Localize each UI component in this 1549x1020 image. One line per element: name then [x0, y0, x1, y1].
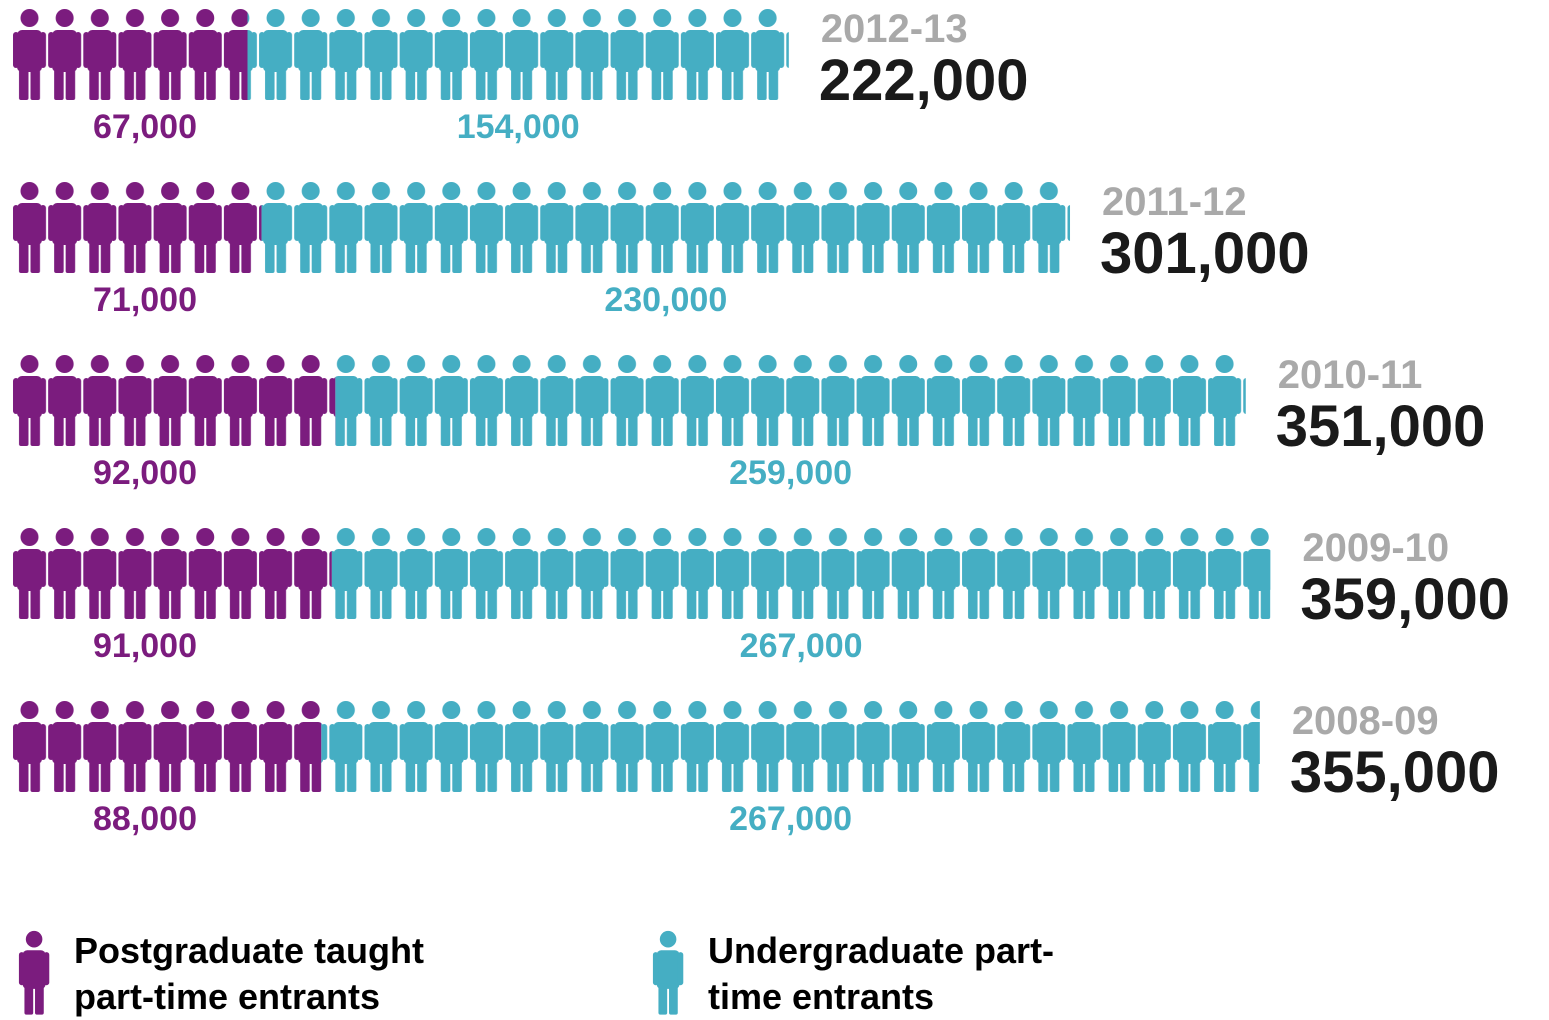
total-label: 359,000	[1300, 567, 1510, 632]
segment	[12, 8, 248, 100]
total-label: 355,000	[1290, 740, 1500, 805]
segment	[12, 354, 336, 446]
segment	[261, 181, 1071, 273]
category-label: 2009-10	[1302, 526, 1449, 570]
segment	[12, 527, 332, 619]
value-label: 230,000	[604, 281, 727, 319]
value-label: 267,000	[740, 627, 863, 665]
total-label: 351,000	[1276, 394, 1486, 459]
total-label: 301,000	[1100, 221, 1310, 286]
category-label: 2011-12	[1102, 180, 1247, 224]
legend-icon	[18, 930, 50, 1015]
total-label: 222,000	[819, 48, 1029, 113]
category-label: 2012-13	[821, 7, 968, 51]
legend-label: Postgraduate taught part-time entrants	[74, 930, 425, 1017]
segment	[331, 527, 1271, 619]
value-label: 71,000	[93, 281, 197, 319]
legend-label: Undergraduate part-time entrants	[708, 930, 1055, 1017]
value-label: 259,000	[729, 454, 852, 492]
value-label: 154,000	[457, 108, 580, 146]
value-label: 267,000	[729, 800, 852, 838]
category-label: 2010-11	[1278, 353, 1423, 397]
value-label: 92,000	[93, 454, 197, 492]
segment	[321, 700, 1260, 792]
value-label: 67,000	[93, 108, 197, 146]
segment	[335, 354, 1246, 446]
category-label: 2008-09	[1292, 699, 1439, 743]
segment	[12, 181, 262, 273]
value-label: 91,000	[93, 627, 197, 665]
value-label: 88,000	[93, 800, 197, 838]
legend-icon	[652, 930, 684, 1015]
segment	[12, 700, 322, 792]
segment	[247, 8, 789, 100]
